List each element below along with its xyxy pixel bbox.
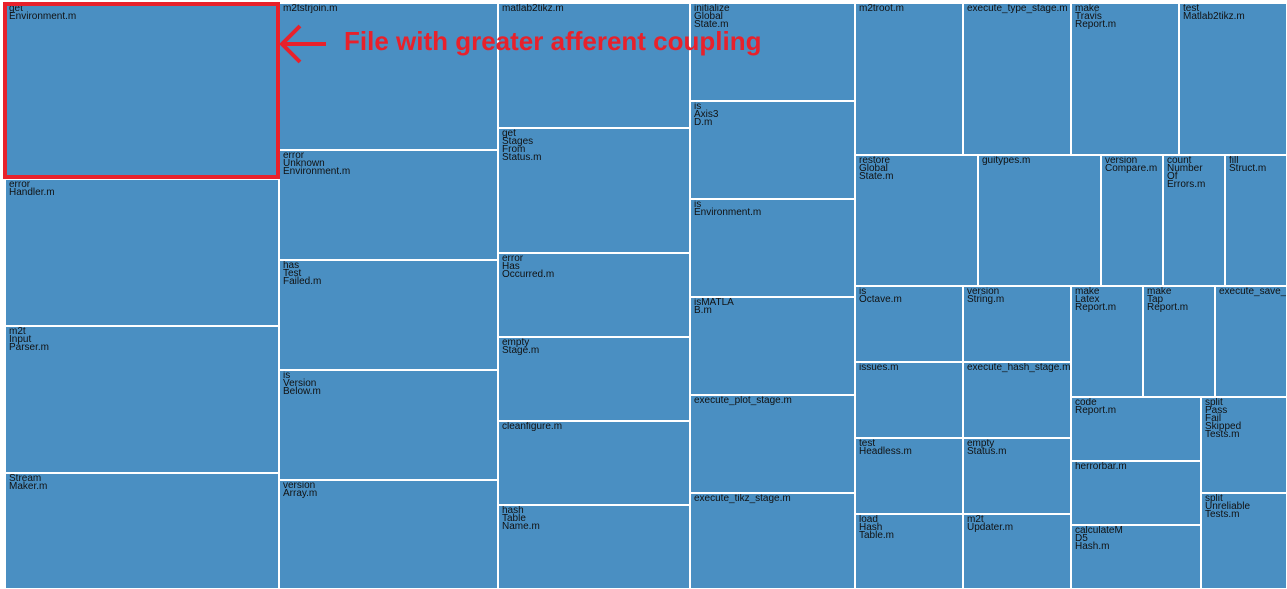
treemap-cell-execute-save-stage-m[interactable]: execute_save_stage.m bbox=[1215, 286, 1287, 397]
treemap-cell-label: issues.m bbox=[859, 362, 899, 373]
treemap-cell-m2t-input-parser-m[interactable]: m2t Input Parser.m bbox=[5, 326, 279, 473]
treemap-cell-ismatla-b-m[interactable]: isMATLA B.m bbox=[690, 297, 855, 395]
treemap-cell-label: get Stages From Status.m bbox=[502, 128, 542, 163]
treemap-cell-version-string-m[interactable]: version String.m bbox=[963, 286, 1071, 362]
treemap-cell-empty-stage-m[interactable]: empty Stage.m bbox=[498, 337, 690, 421]
treemap-cell-label: m2troot.m bbox=[859, 3, 905, 14]
treemap-cell-label: herrorbar.m bbox=[1075, 461, 1127, 472]
treemap-cell-get-environment-m[interactable]: get Environment.m bbox=[5, 3, 279, 179]
treemap-cell-label: execute_tikz_stage.m bbox=[694, 493, 791, 504]
treemap-cell-label: make Travis Report.m bbox=[1075, 3, 1117, 30]
treemap-cell-label: make Tap Report.m bbox=[1147, 286, 1189, 313]
treemap-cell-m2tstrjoin-m[interactable]: m2tstrjoin.m bbox=[279, 3, 498, 150]
treemap-cell-label: hash Table Name.m bbox=[502, 505, 540, 532]
treemap-cell-label: matlab2tikz.m bbox=[502, 3, 564, 14]
treemap-cell-test-headless-m[interactable]: test Headless.m bbox=[855, 438, 963, 514]
treemap-cell-label: execute_hash_stage.m bbox=[967, 362, 1071, 373]
treemap-cell-guitypes-m[interactable]: guitypes.m bbox=[978, 155, 1101, 286]
treemap-cell-label: error Unknown Environment.m bbox=[283, 150, 351, 177]
treemap-cell-label: has Test Failed.m bbox=[283, 260, 322, 287]
treemap-cell-m2troot-m[interactable]: m2troot.m bbox=[855, 3, 963, 155]
treemap-cell-test-matlab2tikz-m[interactable]: test Matlab2tikz.m bbox=[1179, 3, 1287, 155]
treemap-cell-initialize-global-state-m[interactable]: initialize Global State.m bbox=[690, 3, 855, 101]
treemap-cell-is-environment-m[interactable]: is Environment.m bbox=[690, 199, 855, 297]
treemap-cell-label: guitypes.m bbox=[982, 155, 1031, 166]
treemap-cell-is-version-below-m[interactable]: is Version Below.m bbox=[279, 370, 498, 480]
treemap-cell-execute-plot-stage-m[interactable]: execute_plot_stage.m bbox=[690, 395, 855, 493]
treemap-cell-label: is Version Below.m bbox=[283, 370, 321, 397]
treemap-cell-label: test Headless.m bbox=[859, 438, 912, 457]
treemap-cell-m2t-updater-m[interactable]: m2t Updater.m bbox=[963, 514, 1071, 589]
treemap-cell-label: calculateM D5 Hash.m bbox=[1075, 525, 1123, 552]
treemap-cell-label: make Latex Report.m bbox=[1075, 286, 1117, 313]
treemap-cell-make-travis-report-m[interactable]: make Travis Report.m bbox=[1071, 3, 1179, 155]
treemap-cell-get-stages-from-status-m[interactable]: get Stages From Status.m bbox=[498, 128, 690, 253]
treemap-cell-label: split Pass Fail Skipped Tests.m bbox=[1205, 397, 1242, 440]
treemap-cell-execute-hash-stage-m[interactable]: execute_hash_stage.m bbox=[963, 362, 1071, 438]
treemap-cell-code-report-m[interactable]: code Report.m bbox=[1071, 397, 1201, 461]
treemap-cell-label: execute_save_stage.m bbox=[1219, 286, 1287, 297]
treemap-cell-is-octave-m[interactable]: is Octave.m bbox=[855, 286, 963, 362]
treemap-cell-has-test-failed-m[interactable]: has Test Failed.m bbox=[279, 260, 498, 370]
treemap-cell-label: version Array.m bbox=[283, 480, 318, 499]
treemap-cell-label: m2t Updater.m bbox=[967, 514, 1014, 533]
treemap-cell-calculatem-d5-hash-m[interactable]: calculateM D5 Hash.m bbox=[1071, 525, 1201, 589]
treemap-cell-version-array-m[interactable]: version Array.m bbox=[279, 480, 498, 589]
treemap-cell-label: cleanfigure.m bbox=[502, 421, 563, 432]
treemap-cell-load-hash-table-m[interactable]: load Hash Table.m bbox=[855, 514, 963, 589]
treemap-cell-label: is Octave.m bbox=[859, 286, 902, 305]
treemap-cell-herrorbar-m[interactable]: herrorbar.m bbox=[1071, 461, 1201, 525]
treemap-cell-count-number-of-errors-m[interactable]: count Number Of Errors.m bbox=[1163, 155, 1225, 286]
treemap-cell-label: error Has Occurred.m bbox=[502, 253, 555, 280]
treemap-cell-cleanfigure-m[interactable]: cleanfigure.m bbox=[498, 421, 690, 505]
treemap-cell-issues-m[interactable]: issues.m bbox=[855, 362, 963, 438]
treemap-cell-label: initialize Global State.m bbox=[694, 3, 730, 30]
treemap-cell-label: execute_type_stage.m bbox=[967, 3, 1068, 14]
treemap-cell-matlab2tikz-m[interactable]: matlab2tikz.m bbox=[498, 3, 690, 128]
treemap-cell-error-unknown-environment-m[interactable]: error Unknown Environment.m bbox=[279, 150, 498, 260]
treemap-cell-label: restore Global State.m bbox=[859, 155, 894, 182]
treemap-cell-split-pass-fail-skipped-tests-m[interactable]: split Pass Fail Skipped Tests.m bbox=[1201, 397, 1287, 493]
treemap-cell-execute-tikz-stage-m[interactable]: execute_tikz_stage.m bbox=[690, 493, 855, 589]
treemap-cell-label: empty Status.m bbox=[967, 438, 1007, 457]
treemap-cell-split-unreliable-tests-m[interactable]: split Unreliable Tests.m bbox=[1201, 493, 1287, 589]
treemap-cell-stream-maker-m[interactable]: Stream Maker.m bbox=[5, 473, 279, 589]
treemap-cell-make-latex-report-m[interactable]: make Latex Report.m bbox=[1071, 286, 1143, 397]
treemap-cell-label: execute_plot_stage.m bbox=[694, 395, 792, 406]
treemap-cell-label: code Report.m bbox=[1075, 397, 1117, 416]
treemap-cell-error-has-occurred-m[interactable]: error Has Occurred.m bbox=[498, 253, 690, 337]
treemap-cell-is-axis3-d-m[interactable]: is Axis3 D.m bbox=[690, 101, 855, 199]
treemap-cell-fill-struct-m[interactable]: fill Struct.m bbox=[1225, 155, 1287, 286]
treemap-cell-label: m2tstrjoin.m bbox=[283, 3, 338, 14]
treemap-cell-empty-status-m[interactable]: empty Status.m bbox=[963, 438, 1071, 514]
treemap-cell-label: isMATLA B.m bbox=[694, 297, 734, 316]
treemap-cell-error-handler-m[interactable]: error Handler.m bbox=[5, 179, 279, 326]
treemap-cell-label: count Number Of Errors.m bbox=[1167, 155, 1206, 190]
treemap-cell-restore-global-state-m[interactable]: restore Global State.m bbox=[855, 155, 978, 286]
treemap-cell-label: is Environment.m bbox=[694, 199, 762, 218]
treemap-cell-label: test Matlab2tikz.m bbox=[1183, 3, 1245, 22]
treemap-cell-label: Stream Maker.m bbox=[9, 473, 48, 492]
treemap-cell-make-tap-report-m[interactable]: make Tap Report.m bbox=[1143, 286, 1215, 397]
treemap-cell-label: split Unreliable Tests.m bbox=[1205, 493, 1251, 520]
treemap-cell-label: version Compare.m bbox=[1105, 155, 1158, 174]
treemap-cell-label: fill Struct.m bbox=[1229, 155, 1267, 174]
treemap-cell-label: load Hash Table.m bbox=[859, 514, 895, 541]
treemap-cell-label: get Environment.m bbox=[9, 3, 77, 22]
treemap-cell-execute-type-stage-m[interactable]: execute_type_stage.m bbox=[963, 3, 1071, 155]
treemap-cell-label: error Handler.m bbox=[9, 179, 55, 198]
treemap-cell-label: version String.m bbox=[967, 286, 1005, 305]
treemap-cell-label: is Axis3 D.m bbox=[694, 101, 719, 128]
treemap-cell-hash-table-name-m[interactable]: hash Table Name.m bbox=[498, 505, 690, 589]
treemap-cell-label: m2t Input Parser.m bbox=[9, 326, 50, 353]
treemap-cell-label: empty Stage.m bbox=[502, 337, 540, 356]
treemap-cell-version-compare-m[interactable]: version Compare.m bbox=[1101, 155, 1163, 286]
